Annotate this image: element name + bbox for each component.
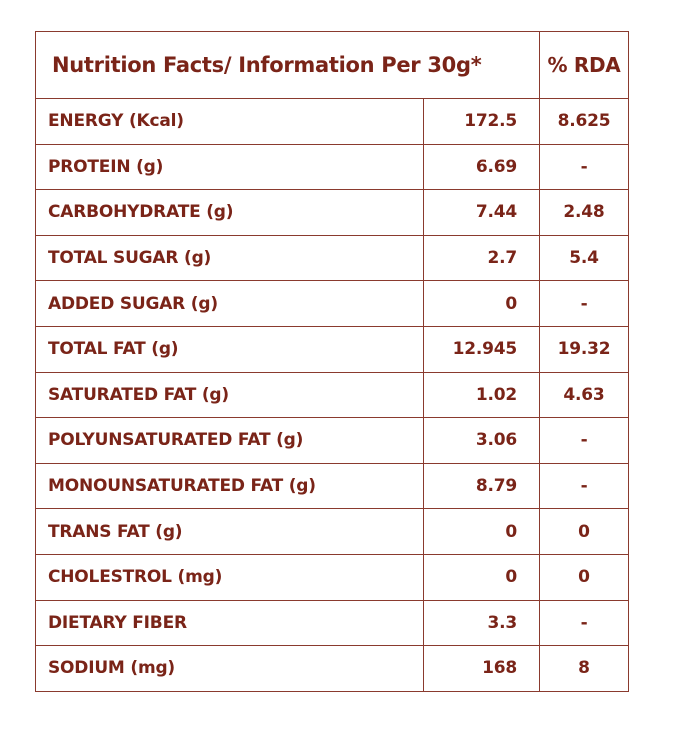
nutrient-rda: 0 bbox=[539, 508, 629, 555]
nutrient-label: DIETARY FIBER bbox=[35, 599, 424, 647]
table-row: TOTAL FAT (g) 12.945 19.32 bbox=[35, 325, 629, 373]
table-row: PROTEIN (g) 6.69 - bbox=[35, 143, 629, 191]
nutrient-label: TOTAL FAT (g) bbox=[35, 325, 424, 373]
nutrient-rda: 0 bbox=[539, 553, 629, 601]
table-row: TRANS FAT (g) 0 0 bbox=[35, 508, 629, 555]
nutrient-value: 1.02 bbox=[423, 371, 540, 419]
nutrient-value: 172.5 bbox=[423, 98, 540, 145]
table-header-row: Nutrition Facts/ Information Per 30g* % … bbox=[35, 31, 629, 99]
table-row: SODIUM (mg) 168 8 bbox=[35, 645, 629, 692]
nutrient-label: ENERGY (Kcal) bbox=[35, 98, 424, 145]
rda-column-header: % RDA bbox=[539, 31, 629, 99]
table-row: CHOLESTROL (mg) 0 0 bbox=[35, 553, 629, 601]
nutrient-label: SODIUM (mg) bbox=[35, 645, 424, 692]
table-row: CARBOHYDRATE (g) 7.44 2.48 bbox=[35, 189, 629, 236]
nutrient-rda: 4.63 bbox=[539, 371, 629, 419]
nutrient-value: 3.06 bbox=[423, 417, 540, 464]
nutrient-label: CARBOHYDRATE (g) bbox=[35, 189, 424, 236]
nutrient-value: 2.7 bbox=[423, 234, 540, 282]
table-row: MONOUNSATURATED FAT (g) 8.79 - bbox=[35, 462, 629, 510]
nutrient-label: SATURATED FAT (g) bbox=[35, 371, 424, 419]
nutrient-label: TOTAL SUGAR (g) bbox=[35, 234, 424, 282]
nutrient-rda: - bbox=[539, 143, 629, 191]
table-row: ENERGY (Kcal) 172.5 8.625 bbox=[35, 98, 629, 145]
nutrition-facts-table: Nutrition Facts/ Information Per 30g* % … bbox=[35, 31, 629, 692]
nutrient-value: 0 bbox=[423, 553, 540, 601]
nutrient-rda: 8.625 bbox=[539, 98, 629, 145]
nutrient-rda: - bbox=[539, 462, 629, 510]
nutrient-value: 3.3 bbox=[423, 599, 540, 647]
table-title: Nutrition Facts/ Information Per 30g* bbox=[35, 31, 540, 99]
nutrient-value: 7.44 bbox=[423, 189, 540, 236]
nutrient-label: ADDED SUGAR (g) bbox=[35, 280, 424, 327]
nutrient-label: MONOUNSATURATED FAT (g) bbox=[35, 462, 424, 510]
table-row: SATURATED FAT (g) 1.02 4.63 bbox=[35, 371, 629, 419]
nutrient-value: 168 bbox=[423, 645, 540, 692]
nutrient-label: PROTEIN (g) bbox=[35, 143, 424, 191]
table-row: TOTAL SUGAR (g) 2.7 5.4 bbox=[35, 234, 629, 282]
table-row: ADDED SUGAR (g) 0 - bbox=[35, 280, 629, 327]
nutrient-rda: 5.4 bbox=[539, 234, 629, 282]
nutrient-rda: - bbox=[539, 280, 629, 327]
nutrient-value: 6.69 bbox=[423, 143, 540, 191]
nutrient-value: 0 bbox=[423, 280, 540, 327]
nutrient-label: POLYUNSATURATED FAT (g) bbox=[35, 417, 424, 464]
nutrient-value: 8.79 bbox=[423, 462, 540, 510]
nutrient-rda: 2.48 bbox=[539, 189, 629, 236]
nutrient-value: 12.945 bbox=[423, 325, 540, 373]
nutrient-label: TRANS FAT (g) bbox=[35, 508, 424, 555]
table-row: POLYUNSATURATED FAT (g) 3.06 - bbox=[35, 417, 629, 464]
nutrient-rda: 19.32 bbox=[539, 325, 629, 373]
nutrient-rda: - bbox=[539, 599, 629, 647]
nutrient-label: CHOLESTROL (mg) bbox=[35, 553, 424, 601]
nutrient-value: 0 bbox=[423, 508, 540, 555]
table-row: DIETARY FIBER 3.3 - bbox=[35, 599, 629, 647]
nutrient-rda: - bbox=[539, 417, 629, 464]
nutrient-rda: 8 bbox=[539, 645, 629, 692]
